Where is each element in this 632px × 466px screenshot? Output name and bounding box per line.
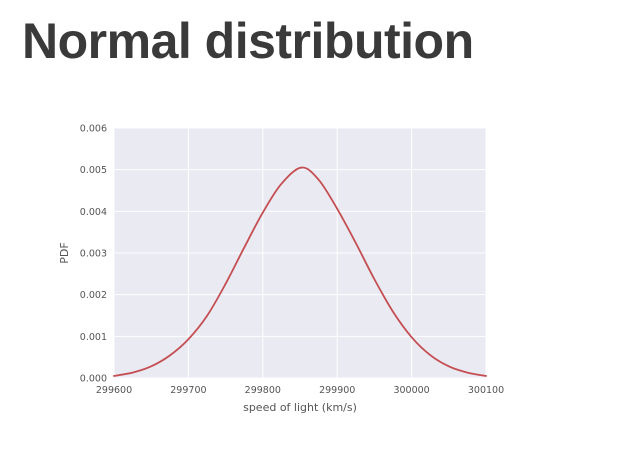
x-tick-label: 299800 xyxy=(245,385,281,396)
x-tick-label: 299600 xyxy=(96,385,132,396)
y-tick-label: 0.006 xyxy=(80,124,107,135)
x-tick-label: 299900 xyxy=(319,385,355,396)
grid-lines xyxy=(113,127,487,379)
x-tick-label: 300100 xyxy=(468,385,504,396)
x-tick-label: 299700 xyxy=(170,385,206,396)
y-tick-label: 0.004 xyxy=(80,207,107,218)
x-tick-labels: 299600 299700 299800 299900 300000 300100 xyxy=(96,385,504,396)
y-tick-label: 0.005 xyxy=(80,165,107,176)
y-tick-label: 0.002 xyxy=(80,290,107,301)
x-tick-label: 300000 xyxy=(393,385,429,396)
y-tick-label: 0.000 xyxy=(80,374,107,385)
series-layer xyxy=(113,166,487,377)
series-line-0 xyxy=(113,166,487,377)
slide-title: Normal distribution xyxy=(22,13,474,69)
y-tick-label: 0.001 xyxy=(80,332,107,343)
y-tick-labels: 0.000 0.001 0.002 0.003 0.004 0.005 0.006 xyxy=(80,124,107,385)
x-axis-label: speed of light (km/s) xyxy=(243,401,357,414)
y-axis-label: PDF xyxy=(58,242,71,263)
y-tick-label: 0.003 xyxy=(80,249,107,260)
